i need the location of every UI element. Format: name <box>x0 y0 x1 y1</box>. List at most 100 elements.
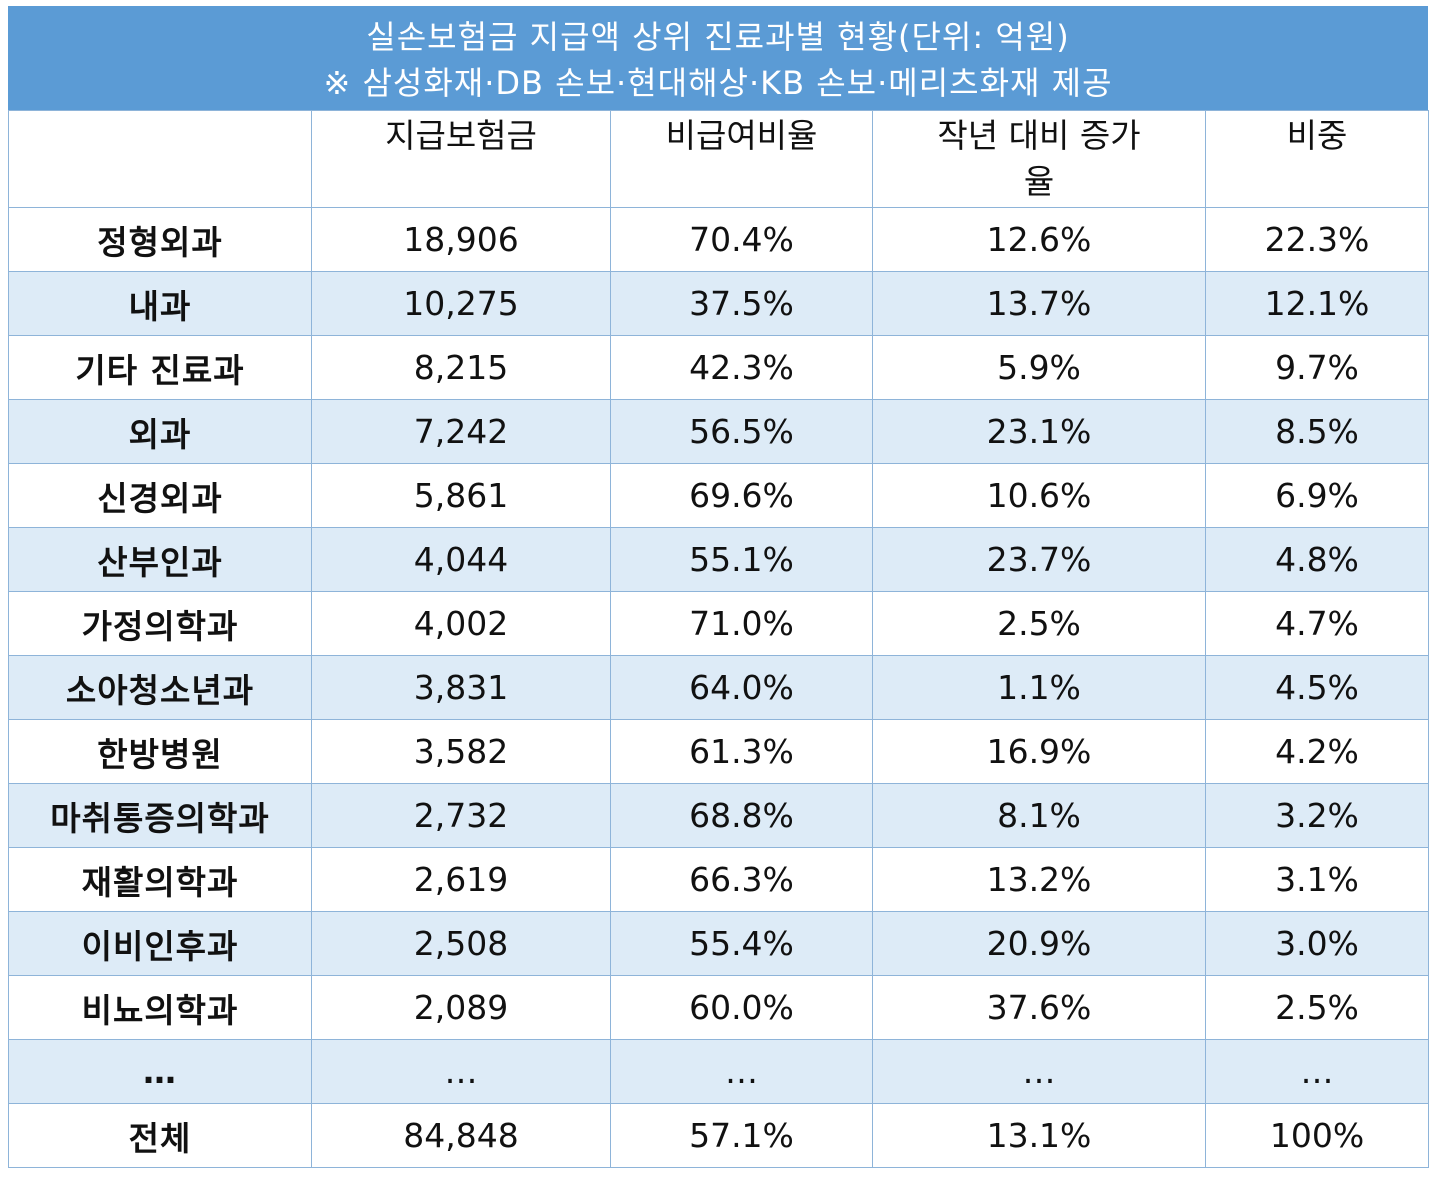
row-label: 산부인과 <box>8 527 312 592</box>
table-cell: 8.1% <box>872 783 1206 848</box>
row-label: 재활의학과 <box>8 847 312 912</box>
table-cell: 13.1% <box>872 1103 1206 1168</box>
table-row: 소아청소년과 3,831 64.0% 1.1% 4.5% <box>8 655 1429 720</box>
table-cell: 57.1% <box>610 1103 873 1168</box>
table-row: 외과 7,242 56.5% 23.1% 8.5% <box>8 399 1429 464</box>
table-cell: 13.2% <box>872 847 1206 912</box>
table-cell: 71.0% <box>610 591 873 656</box>
table-cell: 66.3% <box>610 847 873 912</box>
table-cell: 9.7% <box>1205 335 1429 400</box>
table-cell: 20.9% <box>872 911 1206 976</box>
table-cell: 3.0% <box>1205 911 1429 976</box>
table-cell: … <box>610 1039 873 1104</box>
table-cell: 68.8% <box>610 783 873 848</box>
table-row: …………… <box>8 1039 1429 1104</box>
table-cell: 8,215 <box>311 335 611 400</box>
header-cell-1: 지급보험금 <box>311 110 611 208</box>
table-cell: … <box>311 1039 611 1104</box>
table-cell: 37.5% <box>610 271 873 336</box>
row-label: 전체 <box>8 1103 312 1168</box>
row-label: … <box>8 1039 312 1104</box>
table-cell: 55.1% <box>610 527 873 592</box>
title-band: 실손보험금 지급액 상위 진료과별 현황(단위: 억원) ※ 삼성화재·DB 손… <box>8 6 1428 110</box>
table-cell: 18,906 <box>311 207 611 272</box>
table-row: 비뇨의학과 2,089 60.0% 37.6% 2.5% <box>8 975 1429 1040</box>
table-subtitle: ※ 삼성화재·DB 손보·현대해상·KB 손보·메리츠화재 제공 <box>323 64 1113 102</box>
row-label: 외과 <box>8 399 312 464</box>
header-cell-4: 비중 <box>1205 110 1429 208</box>
table-figure: 실손보험금 지급액 상위 진료과별 현황(단위: 억원) ※ 삼성화재·DB 손… <box>8 6 1429 1176</box>
row-label: 가정의학과 <box>8 591 312 656</box>
table-cell: 1.1% <box>872 655 1206 720</box>
table-cell: 100% <box>1205 1103 1429 1168</box>
table-row: 내과 10,275 37.5% 13.7% 12.1% <box>8 271 1429 336</box>
table-row: 기타 진료과 8,215 42.3% 5.9% 9.7% <box>8 335 1429 400</box>
table-cell: 23.1% <box>872 399 1206 464</box>
table-cell: 8.5% <box>1205 399 1429 464</box>
table-row: 가정의학과 4,002 71.0% 2.5% 4.7% <box>8 591 1429 656</box>
table-cell: 3.1% <box>1205 847 1429 912</box>
table-cell: 4,044 <box>311 527 611 592</box>
table-cell: 2.5% <box>1205 975 1429 1040</box>
row-label: 신경외과 <box>8 463 312 528</box>
table-cell: 61.3% <box>610 719 873 784</box>
table-row: 이비인후과 2,508 55.4% 20.9% 3.0% <box>8 911 1429 976</box>
table-cell: 2.5% <box>872 591 1206 656</box>
table-row: 정형외과 18,906 70.4% 12.6% 22.3% <box>8 207 1429 272</box>
table-cell: … <box>1205 1039 1429 1104</box>
table-row: 마취통증의학과 2,732 68.8% 8.1% 3.2% <box>8 783 1429 848</box>
table-cell: 3,582 <box>311 719 611 784</box>
table-cell: … <box>872 1039 1206 1104</box>
table-cell: 42.3% <box>610 335 873 400</box>
table-cell: 2,732 <box>311 783 611 848</box>
table-cell: 3.2% <box>1205 783 1429 848</box>
table-cell: 84,848 <box>311 1103 611 1168</box>
row-label: 이비인후과 <box>8 911 312 976</box>
header-cell-2: 비급여비율 <box>610 110 873 208</box>
row-label: 기타 진료과 <box>8 335 312 400</box>
row-label: 소아청소년과 <box>8 655 312 720</box>
row-label: 마취통증의학과 <box>8 783 312 848</box>
table-cell: 7,242 <box>311 399 611 464</box>
table-cell: 10,275 <box>311 271 611 336</box>
table-cell: 2,619 <box>311 847 611 912</box>
header-row: 지급보험금 비급여비율 작년 대비 증가율 비중 <box>8 110 1429 208</box>
table-cell: 3,831 <box>311 655 611 720</box>
row-label: 한방병원 <box>8 719 312 784</box>
table-cell: 23.7% <box>872 527 1206 592</box>
table-cell: 4.7% <box>1205 591 1429 656</box>
table-cell: 4,002 <box>311 591 611 656</box>
table-cell: 2,089 <box>311 975 611 1040</box>
table-cell: 2,508 <box>311 911 611 976</box>
table-cell: 6.9% <box>1205 463 1429 528</box>
data-table: 지급보험금 비급여비율 작년 대비 증가율 비중 정형외과 18,906 70.4%… <box>8 110 1429 1168</box>
table-cell: 70.4% <box>610 207 873 272</box>
table-cell: 13.7% <box>872 271 1206 336</box>
header-cell-3: 작년 대비 증가율 <box>872 110 1206 208</box>
table-cell: 5,861 <box>311 463 611 528</box>
table-cell: 5.9% <box>872 335 1206 400</box>
table-cell: 10.6% <box>872 463 1206 528</box>
table-cell: 12.1% <box>1205 271 1429 336</box>
table-cell: 64.0% <box>610 655 873 720</box>
table-row: 신경외과 5,861 69.6% 10.6% 6.9% <box>8 463 1429 528</box>
row-label: 정형외과 <box>8 207 312 272</box>
row-label: 비뇨의학과 <box>8 975 312 1040</box>
table-cell: 37.6% <box>872 975 1206 1040</box>
table-cell: 69.6% <box>610 463 873 528</box>
table-cell: 4.2% <box>1205 719 1429 784</box>
table-cell: 60.0% <box>610 975 873 1040</box>
table-row: 한방병원 3,582 61.3% 16.9% 4.2% <box>8 719 1429 784</box>
table-cell: 56.5% <box>610 399 873 464</box>
table-cell: 12.6% <box>872 207 1206 272</box>
table-row: 산부인과 4,044 55.1% 23.7% 4.8% <box>8 527 1429 592</box>
table-title: 실손보험금 지급액 상위 진료과별 현황(단위: 억원) <box>366 18 1070 56</box>
table-row: 재활의학과 2,619 66.3% 13.2% 3.1% <box>8 847 1429 912</box>
table-cell: 55.4% <box>610 911 873 976</box>
table-cell: 22.3% <box>1205 207 1429 272</box>
table-cell: 4.8% <box>1205 527 1429 592</box>
row-label: 내과 <box>8 271 312 336</box>
table-row: 전체 84,848 57.1% 13.1% 100% <box>8 1103 1429 1168</box>
table-cell: 16.9% <box>872 719 1206 784</box>
header-cell-0 <box>8 110 312 208</box>
